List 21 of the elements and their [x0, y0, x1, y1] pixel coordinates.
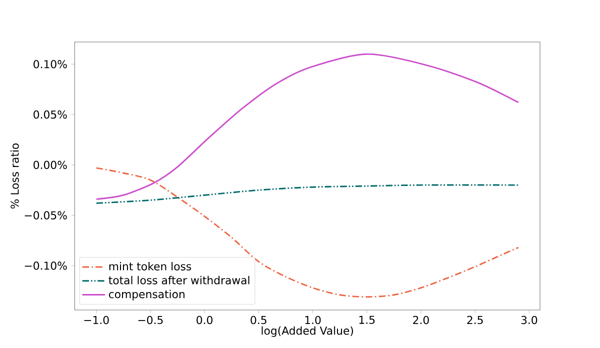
legend-label: total loss after withdrawal: [108, 276, 250, 284]
y-tick-label: −0.10%: [24, 262, 67, 270]
line-series: [96, 184, 520, 204]
y-axis-title: % Loss ratio: [10, 143, 19, 209]
y-tick-label: 0.00%: [34, 160, 67, 170]
x-tick-label: 1.5: [359, 316, 375, 324]
legend-label: mint token loss: [109, 262, 192, 270]
x-tick-label: 0.0: [196, 316, 212, 324]
y-tick-label: −0.05%: [24, 211, 67, 220]
x-tick-label: 0.5: [250, 316, 266, 324]
x-tick-label: 2.0: [413, 316, 429, 324]
y-tick-label: 0.05%: [34, 110, 67, 119]
x-tick-label: 3.0: [521, 316, 538, 324]
x-tick-label: −0.5: [138, 316, 163, 324]
x-tick-label: 1.0: [305, 316, 321, 324]
x-axis-title: log(Added Value): [262, 326, 354, 337]
x-tick-label: −1.0: [84, 316, 109, 324]
y-tick-label: 0.10%: [34, 60, 67, 68]
line-series: [96, 53, 520, 200]
x-tick-label: 2.5: [467, 316, 483, 324]
legend-label: compensation: [108, 290, 184, 300]
